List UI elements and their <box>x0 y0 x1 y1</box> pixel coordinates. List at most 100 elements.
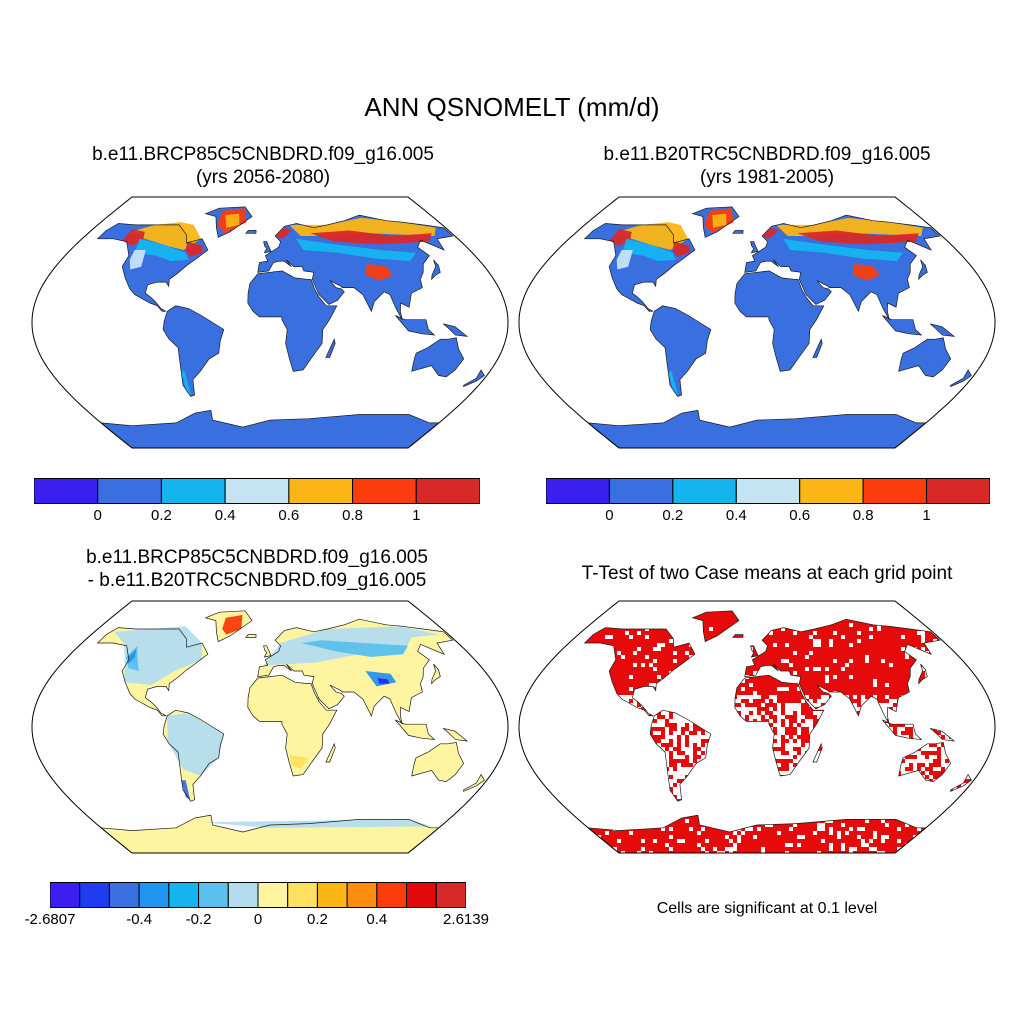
colorbar-swatch <box>50 882 81 908</box>
coastline-eurasia <box>257 618 454 725</box>
land-japan <box>431 259 441 280</box>
coastline-greenland <box>204 610 253 643</box>
coastline-uk <box>263 645 272 658</box>
coastline-madagascar <box>812 338 823 358</box>
difference-region <box>128 648 137 664</box>
colorbar-tick-label: 0 <box>253 911 263 928</box>
land-uk <box>263 241 272 253</box>
colorbar-difference <box>50 882 466 908</box>
map-panel-historical <box>518 196 996 449</box>
coastline-japan <box>431 259 441 281</box>
colorbar-tick-label: 0 <box>605 507 614 524</box>
coastline-australia <box>898 741 952 782</box>
colorbar-tick-label: -0.2 <box>185 911 212 928</box>
colorbar-swatch <box>672 478 737 504</box>
snowmelt-region <box>296 238 417 262</box>
land-australia <box>898 337 951 377</box>
colorbar-swatch <box>138 882 170 908</box>
land-new-zealand <box>463 369 485 387</box>
colorbar-top-left <box>34 478 480 504</box>
snowmelt-region <box>672 241 690 257</box>
coastline-indonesia <box>882 719 923 741</box>
main-title: ANN QSNOMELT (mm/d) <box>364 92 660 122</box>
colorbar-swatch <box>608 478 674 504</box>
difference-region <box>167 713 224 776</box>
colorbar-tick-label: -0.4 <box>126 911 153 928</box>
land-indonesia <box>395 315 435 336</box>
snowmelt-region <box>180 371 192 395</box>
coastline-indonesia <box>395 719 436 741</box>
colorbar-swatch <box>224 478 290 504</box>
coastline-north-america <box>96 627 209 717</box>
colorbar-tick-label: 0 <box>93 507 102 524</box>
panel-title-line2: - b.e11.B20TRC5CNBDRD.f09_g16.005 <box>87 570 427 591</box>
difference-region <box>301 640 408 657</box>
colorbar-swatch <box>862 478 928 504</box>
snowmelt-region <box>712 213 727 228</box>
coastline-new-zealand <box>950 773 972 792</box>
panel-title-line1: b.e11.B20TRC5CNBDRD.f09_g16.005 <box>603 144 931 165</box>
colorbar-swatch <box>415 478 480 504</box>
colorbar-swatch <box>288 478 354 504</box>
difference-region <box>180 780 191 800</box>
difference-region <box>289 755 309 769</box>
map-panel-ttest <box>518 600 996 854</box>
colorbar-tick-label: 0.4 <box>366 911 388 928</box>
land-indonesia <box>882 315 922 336</box>
snowmelt-region <box>783 238 904 262</box>
colorbar-swatch <box>799 478 864 504</box>
snowmelt-region <box>762 227 779 239</box>
coastline-uk <box>750 241 759 254</box>
colorbar-tick-label: 1 <box>412 507 421 524</box>
coastline-madagascar <box>325 338 336 358</box>
colorbar-top-right-labels: 0 0.2 0.4 0.6 0.8 1 <box>546 507 990 527</box>
snowmelt-region <box>622 238 676 262</box>
land-south-america <box>163 305 224 397</box>
colorbar-swatch <box>546 478 610 504</box>
land-antarctica <box>588 410 926 448</box>
land-iceland <box>732 230 744 234</box>
snowmelt-region <box>667 371 679 395</box>
map-border <box>31 600 509 854</box>
map-border <box>31 196 509 449</box>
coastline-japan <box>918 259 928 281</box>
snowmelt-region <box>310 230 432 245</box>
snowmelt-region <box>365 263 393 281</box>
coastline-south-america <box>162 709 225 802</box>
land-south-america <box>650 305 711 397</box>
snowmelt-region <box>797 230 919 245</box>
snowmelt-region <box>616 250 633 270</box>
coastline-uk <box>750 645 759 658</box>
panel-title-top-right: b.e11.B20TRC5CNBDRD.f09_g16.005 (yrs 198… <box>522 143 1012 189</box>
coastline-africa <box>247 674 338 777</box>
colorbar-swatch <box>198 882 229 908</box>
panel-title-line1: b.e11.BRCP85C5CNBDRD.f09_g16.005 <box>92 144 434 165</box>
coastline-new-guinea <box>929 323 956 337</box>
land-africa <box>247 675 337 776</box>
snowmelt-region <box>852 263 880 281</box>
coastline-new-zealand <box>950 369 972 388</box>
colorbar-tick-label: 0.6 <box>278 507 300 524</box>
map-border <box>518 600 996 854</box>
colorbar-tick-label: 0.2 <box>150 507 172 524</box>
colorbar-swatch <box>227 882 259 908</box>
panel-title-line2: (yrs 1981-2005) <box>699 167 835 188</box>
coastline-iceland <box>732 634 744 638</box>
colorbar-swatch <box>406 882 437 908</box>
snowmelt-region <box>616 222 689 250</box>
colorbar-swatch <box>352 478 417 504</box>
land-new-zealand <box>950 369 972 387</box>
coastline-australia <box>898 337 952 378</box>
colorbar-swatch <box>257 882 289 908</box>
colorbar-difference-labels: -2.6807 -0.4 -0.2 0 0.2 0.4 2.6139 <box>25 911 489 931</box>
land-new-guinea <box>930 323 955 337</box>
coastline-indonesia <box>395 315 436 336</box>
colorbar-swatch <box>79 882 110 908</box>
land-australia <box>411 337 464 377</box>
coastline-south-america <box>649 305 712 397</box>
colorbar-swatch <box>376 882 408 908</box>
coastline-africa <box>734 674 825 777</box>
coastline-japan <box>431 663 441 685</box>
colorbar-tick-label: 0.4 <box>725 507 747 524</box>
coastline-greenland <box>204 206 253 238</box>
